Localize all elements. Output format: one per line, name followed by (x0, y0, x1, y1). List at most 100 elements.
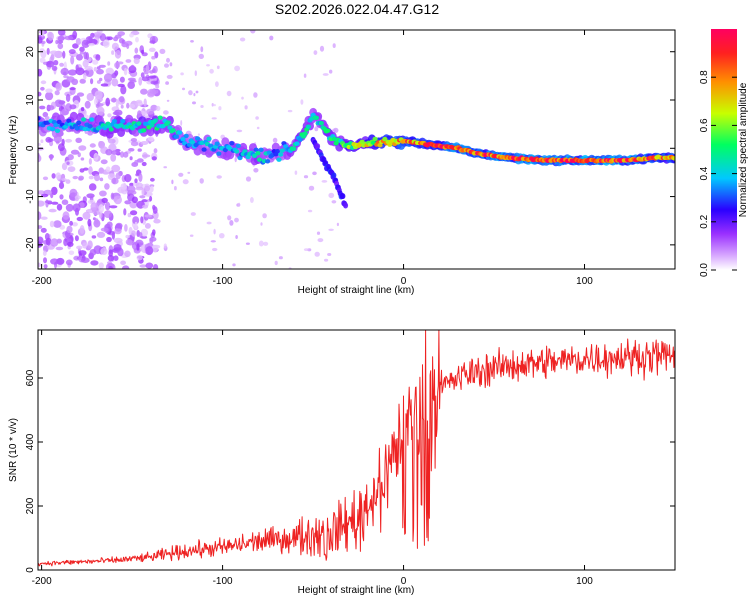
heatmap-noise-blob (137, 110, 142, 118)
heatmap-noise-blob (139, 195, 146, 199)
heatmap-noise-blob (65, 203, 74, 212)
heatmap-noise-blob (137, 148, 142, 152)
heatmap-noise-blob (57, 30, 66, 36)
heatmap-noise-blob (134, 221, 138, 230)
heatmap-noise-blob (250, 30, 256, 34)
heatmap-noise-blob (153, 148, 158, 154)
heatmap-noise-blob (38, 190, 46, 195)
heatmap-noise-blob (96, 103, 104, 107)
heatmap-noise-blob (69, 87, 76, 91)
heatmap-noise-blob (40, 86, 45, 91)
colorbar-tick-label: 0.8 (699, 70, 710, 84)
heatmap-noise-blob (127, 81, 135, 89)
heatmap-noise-blob (96, 66, 101, 70)
heatmap-noise-blob (96, 68, 104, 75)
heatmap-noise-blob (123, 67, 128, 76)
heatmap-noise-blob (54, 99, 63, 108)
heatmap-noise-blob (55, 39, 59, 45)
heatmap-noise-blob (245, 242, 250, 245)
heatmap-noise-blob (49, 50, 59, 55)
heatmap-noise-blob (61, 199, 69, 205)
heatmap-y-tick-label: -10 (25, 189, 36, 204)
heatmap-noise-blob (189, 234, 194, 237)
heatmap-noise-blob (56, 257, 65, 265)
heatmap-noise-blob (110, 150, 120, 155)
heatmap-noise-blob (47, 138, 54, 142)
heatmap-noise-blob (106, 236, 112, 243)
heatmap-noise-blob (141, 199, 148, 203)
heatmap-noise-blob (103, 73, 113, 82)
heatmap-noise-blob (82, 242, 88, 249)
heatmap-ridge-cell (183, 133, 189, 139)
heatmap-noise-blob (87, 131, 93, 136)
heatmap-noise-blob (146, 108, 155, 115)
heatmap-ridge-cell (235, 143, 241, 148)
heatmap-noise-blob (104, 201, 111, 211)
heatmap-noise-blob (68, 69, 77, 76)
heatmap-noise-blob (245, 176, 252, 182)
heatmap-noise-blob (151, 156, 157, 161)
heatmap-ridge-cell (278, 152, 284, 157)
heatmap-noise-blob (166, 57, 170, 63)
heatmap-noise-blob (84, 100, 91, 109)
heatmap-noise-blob (263, 241, 269, 246)
heatmap-noise-blob (44, 200, 53, 204)
heatmap-noise-blob (46, 47, 50, 55)
heatmap-noise-blob (113, 244, 122, 251)
heatmap-noise-blob (72, 43, 79, 49)
heatmap-noise-blob (100, 227, 109, 232)
heatmap-noise-blob (72, 203, 81, 212)
heatmap-noise-blob (194, 70, 197, 77)
snr-x-tick-label: -100 (213, 576, 233, 587)
heatmap-noise-blob (216, 65, 220, 70)
heatmap-ridge-cell (377, 143, 383, 148)
heatmap-noise-blob (119, 96, 125, 103)
heatmap-noise-blob (141, 154, 151, 158)
heatmap-noise-blob (229, 220, 234, 226)
heatmap-noise-blob (74, 235, 79, 242)
heatmap-noise-blob (38, 91, 42, 97)
heatmap-noise-blob (138, 77, 143, 86)
heatmap-noise-blob (38, 262, 41, 268)
heatmap-noise-blob (234, 156, 237, 163)
heatmap-noise-blob (131, 196, 138, 204)
heatmap-noise-blob (144, 214, 152, 218)
heatmap-noise-blob (126, 102, 130, 109)
heatmap-noise-blob (51, 186, 58, 196)
heatmap-noise-blob (70, 55, 75, 65)
heatmap-noise-blob (79, 51, 85, 55)
heatmap-noise-blob (95, 54, 101, 61)
heatmap-noise-blob (324, 258, 329, 262)
heatmap-ridge-cell (265, 159, 271, 164)
heatmap-branch-cell (343, 202, 349, 209)
heatmap-noise-blob (317, 238, 324, 243)
heatmap-noise-blob (83, 51, 88, 60)
heatmap-noise-blob (43, 61, 47, 65)
heatmap-noise-blob (126, 185, 136, 193)
heatmap-noise-blob (111, 177, 119, 185)
heatmap-noise-blob (93, 67, 98, 72)
heatmap-ridge-cell (69, 111, 78, 121)
heatmap-y-tick-label: 0 (25, 145, 36, 151)
heatmap-noise-blob (300, 99, 304, 105)
heatmap-noise-blob (188, 90, 193, 96)
heatmap-noise-blob (38, 225, 43, 229)
heatmap-noise-blob (108, 249, 113, 257)
snr-x-tick-label: 0 (401, 576, 407, 587)
heatmap-noise-blob (155, 84, 160, 89)
heatmap-noise-blob (141, 76, 149, 82)
heatmap-noise-blob (103, 210, 113, 219)
heatmap-noise-blob (294, 170, 298, 175)
heatmap-ridge-cell (157, 115, 163, 120)
heatmap-noise-blob (79, 168, 85, 173)
heatmap-noise-blob (107, 113, 112, 118)
heatmap-noise-blob (107, 255, 115, 262)
heatmap-noise-blob (143, 98, 147, 107)
heatmap-noise-blob (241, 96, 244, 100)
colorbar: 0.0 0.2 0.4 0.6 0.8 Normalized spectral ampl… (699, 29, 749, 277)
snr-x-label: Height of straight line (km) (298, 585, 415, 596)
heatmap-noise-blob (136, 255, 143, 261)
heatmap-noise-blob (132, 216, 140, 225)
heatmap-noise-blob (98, 141, 103, 146)
